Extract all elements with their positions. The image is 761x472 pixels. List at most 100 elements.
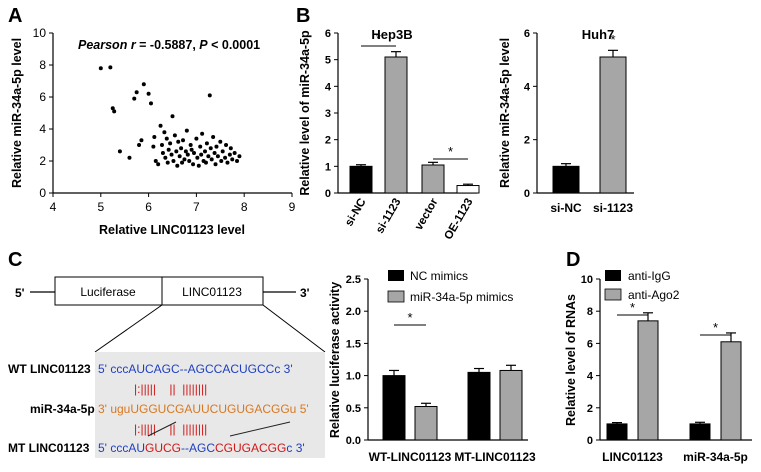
scatter-point bbox=[182, 157, 187, 162]
x-tick-label: vector bbox=[413, 196, 441, 232]
scatter-point bbox=[232, 151, 237, 155]
scatter-annotation: Pearson r = -0.5887, P < 0.0001 bbox=[78, 38, 260, 52]
significance-star: * bbox=[448, 144, 453, 159]
mt-seq-c: c bbox=[286, 441, 292, 455]
luciferase-bar-chart: Relative luciferase activity 0.0 0.5 1.0 1.… bbox=[328, 269, 536, 464]
y-tick-label: 8 bbox=[39, 58, 46, 72]
scatter-point bbox=[199, 152, 204, 157]
mt-label: MT LINC01123 bbox=[8, 441, 90, 455]
bar bbox=[689, 423, 711, 441]
scatter-point bbox=[204, 141, 209, 146]
mt-seq-a: cccAU bbox=[110, 441, 145, 455]
scatter-point bbox=[212, 151, 217, 155]
mutation-slash-1 bbox=[147, 421, 177, 437]
y-axis-label: Relative miR-34a-5p level bbox=[10, 38, 24, 188]
scatter-point bbox=[162, 130, 167, 135]
bar bbox=[467, 371, 491, 441]
x-tick-label: 5 bbox=[97, 200, 104, 214]
wt-label: WT LINC01123 bbox=[8, 362, 91, 376]
rip-bar-chart: Relative level of RNAs 0 2 4 6 8 10 LINC01123 m… bbox=[564, 269, 752, 464]
mt-5-prime: 5' bbox=[98, 441, 107, 455]
panel-label-b: B bbox=[296, 5, 310, 27]
y-tick-label: 4 bbox=[325, 81, 332, 93]
bar bbox=[349, 165, 373, 194]
scatter-point bbox=[203, 149, 208, 154]
y-tick-label: 0 bbox=[39, 186, 46, 200]
scatter-point bbox=[159, 143, 164, 147]
mir-seq: uguUGGUCGAUUCUGUGACGGu bbox=[110, 402, 296, 416]
scatter-point bbox=[146, 91, 151, 96]
rip-y-axis-label: Relative level of RNAs bbox=[564, 294, 578, 426]
scatter-point bbox=[163, 155, 168, 160]
scatter-point bbox=[141, 82, 146, 87]
luc-y-axis-label: Relative luciferase activity bbox=[328, 282, 342, 438]
scatter-point bbox=[153, 159, 158, 163]
mt-seq-b: AGC bbox=[189, 441, 215, 455]
scatter-point bbox=[227, 152, 232, 157]
scatter-point bbox=[225, 160, 230, 165]
mir-3-prime: 3' bbox=[98, 402, 107, 416]
scatter-point bbox=[206, 154, 211, 159]
legend-label: miR-34a-5p mimics bbox=[410, 290, 513, 304]
y-tick-label: 6 bbox=[39, 90, 46, 104]
annotation-p: P bbox=[199, 38, 208, 52]
scatter-point bbox=[168, 141, 173, 146]
scatter-point bbox=[189, 147, 194, 152]
y-tick-label: 6 bbox=[587, 338, 593, 350]
mt-mut-a: GUCG bbox=[145, 441, 181, 455]
x-tick-label: si-NC bbox=[550, 201, 582, 215]
significance-star: * bbox=[376, 31, 381, 46]
y-tick-label: 10 bbox=[33, 26, 47, 40]
y-tick-label: 2 bbox=[587, 403, 593, 415]
scatter-point bbox=[108, 65, 113, 70]
scatter-point bbox=[176, 139, 181, 144]
scatter-point bbox=[223, 155, 228, 160]
scatter-point bbox=[134, 90, 139, 95]
x-tick-label: 8 bbox=[241, 200, 248, 214]
scatter-point bbox=[214, 144, 219, 149]
scatter-point bbox=[148, 101, 153, 106]
scatter-point bbox=[219, 159, 224, 163]
x-tick-label: si-1123 bbox=[374, 197, 404, 236]
bar bbox=[499, 369, 523, 441]
wt-sequence: 5' cccAUCAGC--AGCCACUGCCc 3' bbox=[98, 362, 293, 376]
bar bbox=[414, 406, 438, 441]
scatter-point bbox=[180, 160, 185, 165]
legend-label: NC mimics bbox=[410, 269, 468, 283]
mt-dash: -- bbox=[181, 441, 189, 455]
scatter-point bbox=[208, 146, 213, 151]
x-tick-label: LINC01123 bbox=[602, 450, 663, 464]
y-tick-label: 0.0 bbox=[346, 435, 361, 447]
annotation-p-value: < 0.0001 bbox=[208, 38, 261, 52]
y-tick-label: 0 bbox=[524, 188, 530, 200]
scatter-point bbox=[132, 96, 137, 101]
scatter-point bbox=[218, 139, 223, 144]
hep3b-bar-chart: Hep3B Relative level of miR-34a-5p 0 1 2 3 4… bbox=[298, 27, 480, 242]
x-tick-label: si-NC bbox=[343, 197, 368, 229]
significance-star: * bbox=[407, 310, 412, 325]
scatter-point bbox=[165, 160, 170, 165]
hep3b-title: Hep3B bbox=[371, 27, 412, 42]
panel-label-d: D bbox=[566, 249, 580, 271]
bar bbox=[421, 164, 445, 194]
scatter-point bbox=[171, 159, 176, 163]
scatter-point bbox=[195, 155, 200, 160]
huh7-y-axis-label: Relative miR-34a-5p level bbox=[498, 38, 512, 188]
scatter-point bbox=[139, 138, 144, 143]
luciferase-box bbox=[54, 276, 163, 306]
y-tick-label: 1 bbox=[325, 161, 331, 173]
y-tick-label: 10 bbox=[581, 274, 593, 286]
scatter-point bbox=[184, 128, 189, 133]
luciferase-construct: 5' Luciferase LINC01123 3' bbox=[15, 276, 326, 353]
y-tick-label: 2 bbox=[325, 135, 331, 147]
scatter-point bbox=[230, 157, 235, 162]
x-tick-label: miR-34a-5p bbox=[683, 450, 748, 464]
y-tick-label: 0 bbox=[587, 435, 593, 447]
x-tick-label: WT-LINC01123 bbox=[369, 450, 452, 464]
scatter-point bbox=[151, 144, 156, 149]
annotation-r: r bbox=[131, 38, 137, 52]
linc01123-box-label: LINC01123 bbox=[182, 285, 242, 299]
huh7-title: Huh7 bbox=[582, 27, 615, 42]
scatter-point bbox=[200, 131, 205, 136]
scatter-point bbox=[160, 151, 165, 155]
